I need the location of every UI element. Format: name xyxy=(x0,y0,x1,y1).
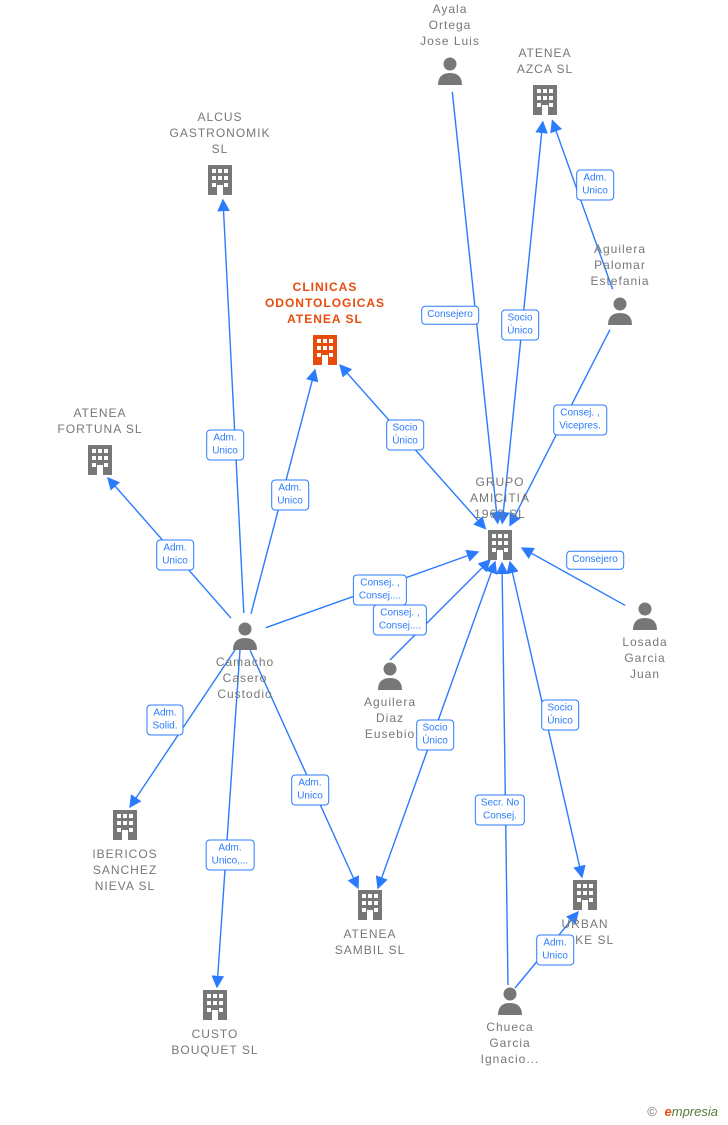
edge-label: Adm. Unico xyxy=(536,935,574,966)
building-icon xyxy=(110,808,140,847)
edge-label: Adm. Unico xyxy=(156,540,194,571)
node-label: Aguilera Palomar Estefania xyxy=(545,241,695,290)
brand-logo-e: e xyxy=(665,1104,672,1119)
edge-label: Adm. Unico xyxy=(271,480,309,511)
building-icon xyxy=(85,443,115,482)
edge-label: Consej. , Consej.... xyxy=(353,575,407,606)
edge-label: Consejero xyxy=(421,306,479,325)
copyright-symbol: © xyxy=(647,1104,657,1119)
building-icon xyxy=(530,83,560,122)
node-label: ATENEA AZCA SL xyxy=(470,45,620,77)
node-label: Losada Garcia Juan xyxy=(570,634,720,683)
edge-label: Socio Único xyxy=(416,720,454,751)
person-icon xyxy=(605,295,635,330)
node-label: GRUPO AMICITIA 1963 SL xyxy=(425,474,575,523)
person-icon xyxy=(435,55,465,90)
edge-label: Consejero xyxy=(566,551,624,570)
edge-label: Adm. Unico xyxy=(206,430,244,461)
person-icon xyxy=(230,620,260,655)
edge-label: Adm. Unico xyxy=(576,170,614,201)
building-icon xyxy=(200,988,230,1027)
edge-label: Secr. No Consej. xyxy=(475,795,525,826)
building-icon xyxy=(310,333,340,372)
edge-label: Adm. Unico,... xyxy=(206,840,255,871)
node-label: IBERICOS SANCHEZ NIEVA SL xyxy=(50,846,200,895)
footer-credit: © empresia xyxy=(647,1104,718,1119)
edge-line xyxy=(502,563,508,985)
node-label: Camacho Casero Custodio xyxy=(170,654,320,703)
person-icon xyxy=(375,660,405,695)
edge-label: Socio Único xyxy=(541,700,579,731)
building-icon xyxy=(570,878,600,917)
edge-label: Socio Único xyxy=(501,310,539,341)
building-icon xyxy=(355,888,385,927)
node-label: CLINICAS ODONTOLOGICAS ATENEA SL xyxy=(250,279,400,328)
brand-logo-rest: mpresia xyxy=(672,1104,718,1119)
building-icon xyxy=(205,163,235,202)
building-icon xyxy=(485,528,515,567)
node-label: ATENEA FORTUNA SL xyxy=(25,405,175,437)
edge-label: Consej. , Vicepres. xyxy=(553,405,607,436)
node-label: CUSTO BOUQUET SL xyxy=(140,1026,290,1058)
edge-line xyxy=(223,200,244,613)
node-label: URBAN POKE SL xyxy=(510,916,660,948)
node-label: ATENEA SAMBIL SL xyxy=(295,926,445,958)
node-label: Ayala Ortega Jose Luis xyxy=(375,1,525,50)
person-icon xyxy=(630,600,660,635)
edge-label: Consej. , Consej.... xyxy=(373,605,427,636)
edge-label: Socio Único xyxy=(386,420,424,451)
node-label: Chueca Garcia Ignacio... xyxy=(435,1019,585,1068)
person-icon xyxy=(495,985,525,1020)
edge-label: Adm. Unico xyxy=(291,775,329,806)
node-label: ALCUS GASTRONOMIK SL xyxy=(145,109,295,158)
edge-label: Adm. Solid. xyxy=(146,705,183,736)
